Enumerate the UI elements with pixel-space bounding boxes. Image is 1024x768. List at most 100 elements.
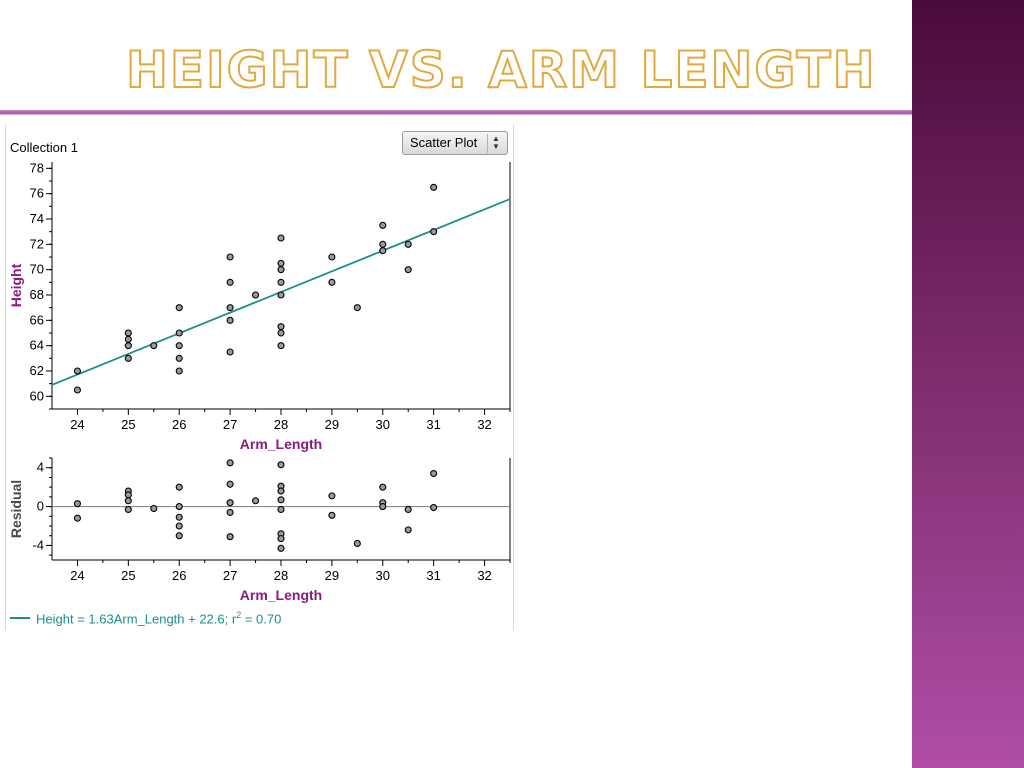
residual-point xyxy=(277,487,285,495)
main-y-tick-label: 66 xyxy=(30,312,44,327)
residual-point xyxy=(379,483,387,491)
main-point xyxy=(226,304,234,312)
residual-point xyxy=(124,505,132,514)
residual-point xyxy=(328,511,336,519)
residual-point xyxy=(226,533,234,541)
residual-point xyxy=(226,499,234,507)
main-point xyxy=(277,323,285,331)
residual-point xyxy=(277,496,285,504)
residual-point xyxy=(73,514,81,522)
residual-point xyxy=(404,505,412,514)
main-point xyxy=(73,367,81,375)
main-x-tick-label: 30 xyxy=(376,417,390,432)
main-x-tick-label: 32 xyxy=(477,417,491,432)
residual-point xyxy=(124,497,132,505)
fit-line-legend-swatch xyxy=(10,617,30,620)
main-y-tick-label: 76 xyxy=(30,186,44,201)
main-point xyxy=(277,342,285,350)
main-y-tick-label: 64 xyxy=(30,338,44,353)
residual-point xyxy=(430,503,438,512)
main-y-tick-label: 78 xyxy=(30,160,44,175)
residual-point xyxy=(404,526,412,534)
residual-point xyxy=(252,497,260,505)
main-x-tick-label: 28 xyxy=(274,417,288,432)
residual-point xyxy=(175,513,183,521)
main-point xyxy=(150,342,158,350)
main-point xyxy=(277,234,285,242)
main-point xyxy=(404,266,412,274)
main-y-tick-label: 60 xyxy=(30,388,44,403)
main-y-tick-label: 72 xyxy=(30,236,44,251)
residual-point xyxy=(430,469,438,478)
residual-point xyxy=(226,508,234,516)
residual-point xyxy=(277,505,285,514)
main-y-tick-label: 74 xyxy=(30,211,44,226)
residual-point xyxy=(353,539,361,548)
main-x-tick-label: 26 xyxy=(172,417,186,432)
main-x-tick-label: 31 xyxy=(426,417,440,432)
main-point xyxy=(175,367,183,375)
residual-x-tick-label: 32 xyxy=(477,568,491,583)
main-point xyxy=(277,291,285,299)
residual-point xyxy=(226,459,234,467)
residual-point xyxy=(175,483,183,491)
main-point xyxy=(226,278,234,286)
residual-y-tick-label: 4 xyxy=(37,460,44,475)
main-point xyxy=(124,329,132,337)
residual-point xyxy=(226,480,234,488)
residual-x-tick-label: 24 xyxy=(70,568,84,583)
residual-y-tick-label: 0 xyxy=(37,499,44,514)
residual-point xyxy=(175,503,183,511)
main-y-axis-title: Height xyxy=(8,263,24,307)
regression-equation: Height = 1.63Arm_Length + 22.6; r2 = 0.7… xyxy=(10,610,281,626)
residual-y-axis-title: Residual xyxy=(8,480,24,538)
main-point xyxy=(124,335,132,343)
main-x-axis-title: Arm_Length xyxy=(240,436,322,452)
main-point xyxy=(175,342,183,350)
main-point xyxy=(226,253,234,261)
residual-point xyxy=(277,535,285,543)
residual-x-axis-title: Arm_Length xyxy=(240,587,322,603)
main-x-tick-label: 27 xyxy=(223,417,237,432)
select-arrows-icon: ▲ ▼ xyxy=(487,134,504,153)
residual-point xyxy=(150,504,158,513)
residual-x-tick-label: 30 xyxy=(376,568,390,583)
title-divider xyxy=(0,110,912,115)
residual-point xyxy=(73,500,81,508)
residual-point xyxy=(277,461,285,469)
main-y-tick-label: 62 xyxy=(30,363,44,378)
main-y-tick-label: 70 xyxy=(30,262,44,277)
residual-y-tick-label: -4 xyxy=(32,537,44,552)
equation-text: Height = 1.63Arm_Length + 22.6; r xyxy=(36,611,237,627)
graph-panel xyxy=(5,125,514,630)
main-x-tick-label: 29 xyxy=(325,417,339,432)
main-point xyxy=(379,247,387,255)
residual-point xyxy=(328,492,336,500)
main-x-tick-label: 25 xyxy=(121,417,135,432)
residual-x-tick-label: 28 xyxy=(274,568,288,583)
main-point xyxy=(430,228,438,236)
main-point xyxy=(175,304,183,312)
plot-type-selected: Scatter Plot xyxy=(410,135,478,150)
main-point xyxy=(328,278,336,286)
main-point xyxy=(175,354,183,362)
slide-title: HEIGHT VS. ARM LENGTH xyxy=(125,40,877,100)
residual-point xyxy=(277,544,285,552)
main-point xyxy=(379,240,387,248)
equation-superscript: 2 xyxy=(236,610,242,620)
main-point xyxy=(175,329,183,337)
main-point xyxy=(277,259,285,267)
main-point xyxy=(226,348,234,356)
residual-x-tick-label: 27 xyxy=(223,568,237,583)
residual-point xyxy=(175,522,183,530)
main-point xyxy=(430,183,438,191)
equation-tail: = 0.70 xyxy=(241,611,282,627)
main-point xyxy=(379,221,387,229)
main-point xyxy=(73,386,81,394)
residual-point xyxy=(379,503,387,511)
main-point xyxy=(277,329,285,337)
main-y-tick-label: 68 xyxy=(30,287,44,302)
main-point xyxy=(252,291,260,299)
main-point xyxy=(124,342,132,350)
plot-type-select[interactable]: Scatter Plot ▲ ▼ xyxy=(402,131,508,155)
